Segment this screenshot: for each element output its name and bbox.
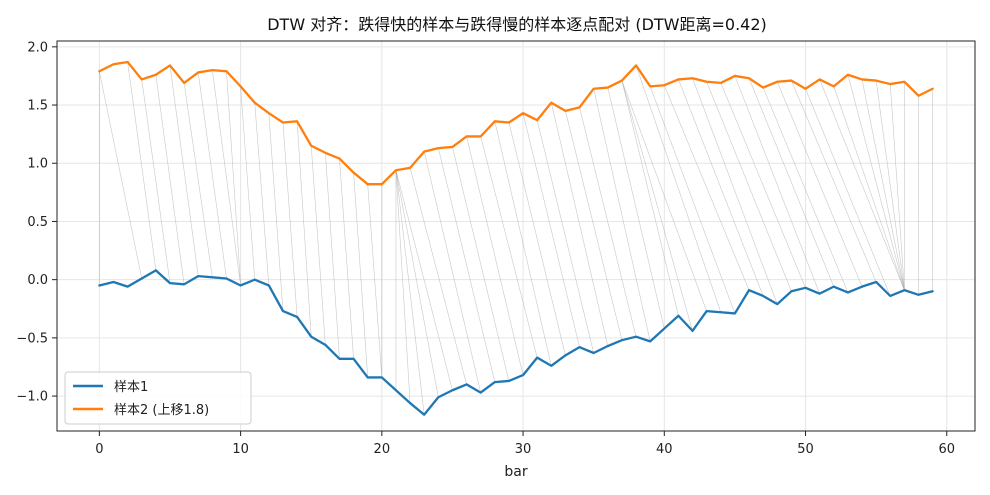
alignment-line [791,80,877,283]
plot-frame [56,40,976,432]
alignment-line [692,78,778,305]
alignment-line [466,136,524,376]
x-tick-label: 0 [95,442,103,457]
chart-title: DTW 对齐：跌得快的样本与跌得慢的样本逐点配对 (DTW距离=0.42) [267,15,767,34]
alignment-line [762,87,849,293]
alignment-line [720,82,806,288]
alignment-line [776,81,863,287]
y-tick-label: 1.5 [27,99,48,114]
alignment-line [395,170,439,398]
alignment-line [99,71,143,279]
y-axis-ticks: −1.0 −0.5 0.0 0.5 1.0 1.5 2.0 [16,40,57,405]
alignment-line [438,148,496,383]
y-tick-label: 2.0 [27,40,48,55]
alignment-line [268,113,284,312]
alignment-line [452,146,510,382]
alignment-line [664,85,750,291]
x-tick-label: 10 [232,442,249,457]
alignment-line [508,122,566,356]
alignment-line [565,110,623,341]
alignment-line [127,61,157,271]
alignment-line [678,79,764,297]
alignment-line [339,158,354,359]
alignment-line [536,120,594,354]
alignment-line [183,82,213,278]
alignment-line [833,86,905,291]
alignment-line [282,122,298,317]
alignment-line [748,78,835,287]
y-tick-label: −1.0 [16,390,48,405]
alignment-line [819,79,905,291]
alignment-lines [99,61,933,415]
y-tick-label: 1.0 [27,157,48,172]
alignment-line [621,80,679,316]
alignment-line [593,88,651,342]
alignment-line [353,172,369,378]
alignment-line [155,74,185,285]
alignment-line [621,80,693,331]
grid-lines [57,41,975,431]
alignment-line [579,107,637,337]
alignment-line [805,88,891,297]
alignment-line [847,74,905,291]
x-tick-label: 20 [374,442,391,457]
alignment-line [310,145,326,345]
x-axis-ticks: 0 10 20 30 40 50 60 [95,431,955,457]
alignment-line [551,102,609,347]
y-tick-label: 0.5 [27,215,48,230]
legend-box [64,371,252,425]
x-tick-label: 40 [656,442,673,457]
alignment-line [621,80,707,312]
alignment-line [169,65,199,277]
alignment-line [649,86,736,314]
alignment-line [254,102,270,286]
alignment-line [522,113,580,348]
alignment-line [607,87,665,329]
alignment-line [480,136,538,358]
alignment-line [296,121,312,337]
alignment-line [240,86,256,280]
alignment-line [889,84,905,291]
alignment-line [861,79,905,291]
y-tick-label: 0.0 [27,273,48,288]
alignment-line [635,65,722,313]
legend-label-sample2: 样本2 (上移1.8) [114,403,209,418]
x-tick-label: 50 [797,442,814,457]
alignment-line [141,79,171,284]
alignment-line [395,170,453,391]
alignment-line [367,184,383,378]
legend: 样本1 样本2 (上移1.8) [64,371,252,425]
alignment-line [325,152,340,359]
alignment-line [197,72,227,279]
x-tick-label: 60 [938,442,955,457]
alignment-line [494,121,552,366]
alignment-line [706,81,792,292]
legend-label-sample1: 样本1 [114,380,148,395]
series-lines [98,60,934,416]
alignment-line [395,170,425,415]
alignment-line [409,167,467,385]
alignment-line [395,170,411,404]
y-tick-label: −0.5 [16,331,48,346]
series-line-sample1 [98,269,934,416]
x-axis-label: bar [504,464,527,480]
alignment-line [226,71,241,286]
x-tick-label: 30 [515,442,532,457]
alignment-line [734,75,820,294]
series-line-sample2 [98,60,934,186]
alignment-line [423,151,481,393]
alignment-line [875,80,905,291]
alignment-line [212,70,241,286]
